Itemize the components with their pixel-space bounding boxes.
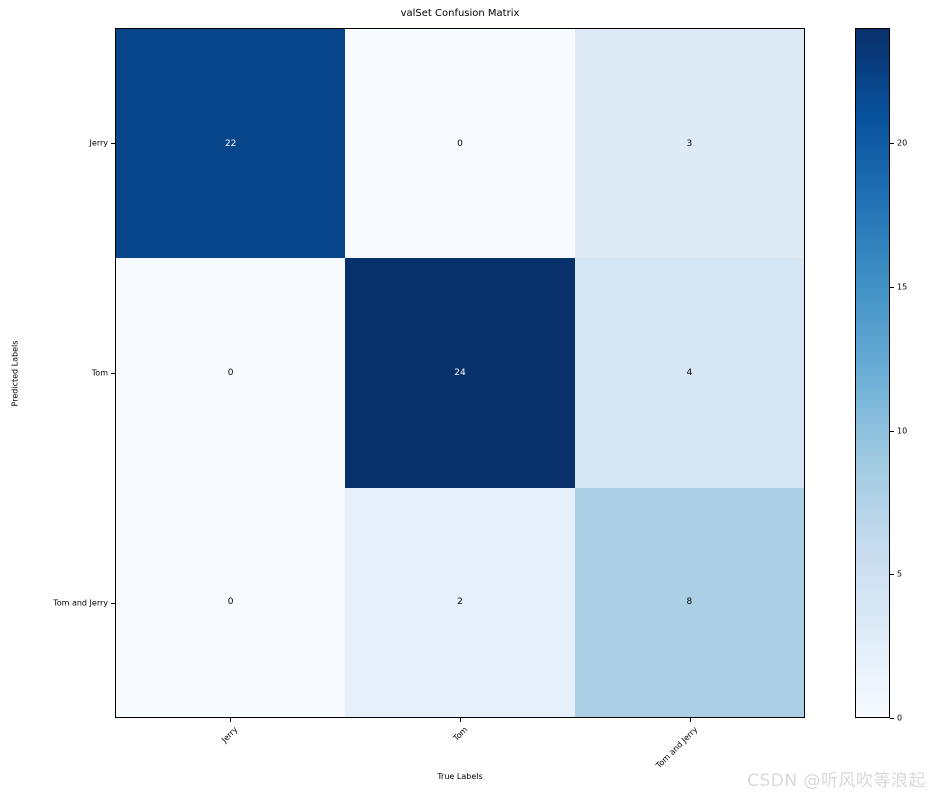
colorbar-tick-mark	[890, 430, 894, 432]
colorbar-tick-mark	[890, 143, 894, 144]
heatmap-grid: 22 0 3 0 24 4 0 2 8	[116, 29, 804, 717]
watermark: CSDN @听风吹等浪起	[747, 771, 926, 791]
colorbar-tick-label: 10	[897, 426, 908, 435]
x-tick-mark	[690, 718, 691, 722]
matrix-cell: 0	[116, 487, 346, 717]
matrix-cell: 3	[574, 29, 804, 259]
matrix-cell: 2	[345, 487, 575, 717]
colorbar-tick-label: 0	[897, 713, 903, 723]
y-tick-label: Tom	[91, 368, 108, 378]
x-tick-label: Tom and Jerry	[654, 725, 700, 771]
colorbar-tick-label: 15	[897, 282, 908, 292]
x-tick-mark	[460, 718, 461, 722]
y-tick-mark	[111, 373, 115, 374]
x-tick-label: Tom	[451, 725, 470, 743]
matrix-cell: 0	[116, 258, 346, 488]
matrix-cell: 4	[574, 258, 804, 488]
heatmap-plot: 22 0 3 0 24 4 0 2 8	[115, 28, 805, 718]
colorbar-tick-label: 20	[897, 138, 908, 148]
y-tick-label: Tom and Jerry	[53, 598, 108, 608]
colorbar-tick-label: 5	[897, 569, 903, 579]
chart-title: valSet Confusion Matrix	[400, 8, 520, 19]
x-tick-label: Jerry	[219, 725, 240, 745]
matrix-cell: 24	[345, 258, 575, 488]
x-tick-mark	[230, 718, 231, 722]
colorbar-tick-mark	[890, 286, 894, 288]
colorbar-tick-mark	[890, 718, 894, 719]
x-axis-label: True Labels	[437, 772, 483, 781]
matrix-cell: 0	[345, 29, 575, 259]
y-tick-mark	[111, 143, 115, 144]
colorbar	[855, 28, 890, 718]
matrix-cell: 8	[574, 487, 804, 717]
matrix-cell: 22	[116, 29, 346, 259]
y-tick-label: Jerry	[89, 138, 108, 148]
y-tick-mark	[111, 603, 115, 604]
colorbar-tick-mark	[890, 574, 894, 576]
